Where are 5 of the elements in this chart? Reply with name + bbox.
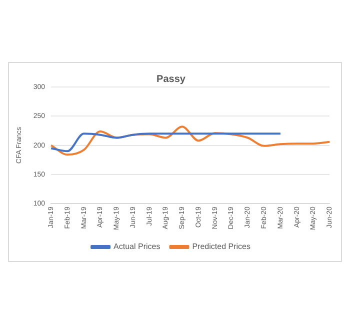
legend-label: Actual Prices [114,242,160,252]
legend-label: Predicted Prices [192,242,250,252]
chart-title: Passy [156,74,186,85]
line-series [50,126,331,156]
line-series [50,132,282,152]
